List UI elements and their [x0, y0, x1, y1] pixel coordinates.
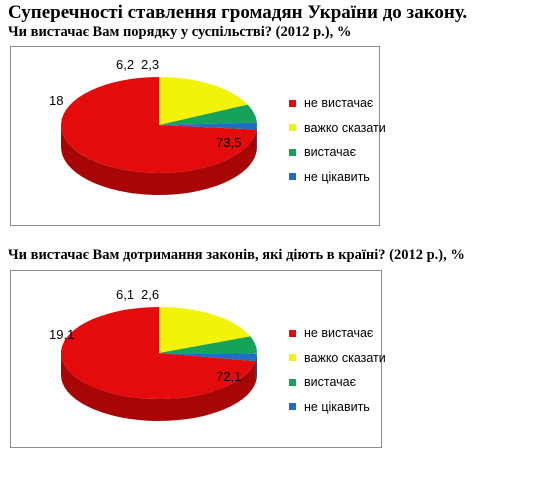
chart-2-pie: 72,1 19,1 6,1 2,6: [49, 287, 257, 421]
chart-2-data-label-vazhko-skazaty: 19,1: [49, 327, 74, 342]
chart-2-slice-ne-vystachaye: [61, 307, 256, 399]
chart-1-pie: 73,5 18 6,2 2,3: [49, 57, 257, 196]
chart-2-slice-vystachaye: [159, 336, 257, 354]
chart-1-legend-label-ne-tsikavyt: не цікавить: [304, 169, 370, 184]
chart-1-legend-swatch-ne-vystachaye: [289, 99, 296, 107]
chart-1-data-label-ne-tsikavyt: 2,3: [141, 57, 159, 72]
chart-2-legend-label-ne-vystachaye: не вистачає: [304, 326, 374, 341]
chart-2-slice-side-ne-tsikavyt: [255, 353, 257, 384]
chart-1-slice-ne-vystachaye: [61, 77, 257, 173]
chart-1-legend-swatch-vystachaye: [289, 148, 296, 156]
chart-2-slice-vazhko-skazaty: [159, 307, 251, 353]
chart-1-title: Чи вистачає Вам порядку у суспільстві? (…: [8, 24, 352, 40]
chart-2-legend-swatch-vazhko-skazaty: [289, 354, 296, 362]
chart-1-data-label-ne-vystachaye: 73,5: [216, 135, 241, 150]
chart-2-legend-label-ne-tsikavyt: не цікавить: [304, 399, 370, 414]
chart-2-data-label-ne-tsikavyt: 2,6: [141, 287, 159, 302]
chart-2-legend-swatch-ne-vystachaye: [289, 329, 296, 337]
chart-2-legend-item-vystachaye: вистачає: [289, 370, 386, 395]
chart-1-legend-label-vystachaye: вистачає: [304, 145, 356, 160]
chart-2-legend-item-vazhko-skazaty: важко сказати: [289, 346, 386, 371]
chart-1-legend-item-vystachaye: вистачає: [289, 140, 386, 165]
chart-1-legend-swatch-vazhko-skazaty: [289, 124, 296, 132]
chart-2-legend-label-vazhko-skazaty: важко сказати: [304, 350, 386, 365]
chart-2-legend-swatch-vystachaye: [289, 378, 296, 386]
chart-1-legend-label-ne-vystachaye: не вистачає: [304, 96, 374, 111]
chart-2-slice-side-ne-vystachaye: [61, 353, 256, 421]
chart-1-legend-item-ne-vystachaye: не вистачає: [289, 91, 386, 116]
chart-2-slice-ne-tsikavyt: [159, 353, 257, 362]
chart-2-panel: 72,1 19,1 6,1 2,6 не вистачає важко сказати в…: [10, 270, 386, 448]
chart-1-slice-side-ne-vystachaye: [61, 125, 257, 196]
chart-2-legend: не вистачає важко сказати вистачає не цікав…: [289, 321, 386, 419]
chart-1-panel: 73,5 18 6,2 2,3 не вистачає важко сказати вис…: [10, 46, 386, 226]
chart-2-title: Чи вистачає Вам дотримання законів, які …: [8, 247, 465, 263]
chart-1-slice-vystachaye: [159, 104, 257, 125]
chart-1-slice-ne-tsikavyt: [159, 122, 257, 130]
page-title: Суперечності ставлення громадян України …: [8, 2, 468, 23]
chart-1-legend-item-ne-tsikavyt: не цікавить: [289, 165, 386, 190]
chart-1-data-label-vazhko-skazaty: 18: [49, 93, 63, 108]
chart-1-slice-vazhko-skazaty: [159, 77, 248, 125]
chart-2-legend-swatch-ne-tsikavyt: [289, 403, 296, 411]
chart-1-legend-item-vazhko-skazaty: важко сказати: [289, 116, 386, 141]
chart-1-data-label-vystachaye: 6,2: [116, 57, 134, 72]
chart-1-legend-swatch-ne-tsikavyt: [289, 173, 296, 181]
chart-2-data-label-vystachaye: 6,1: [116, 287, 134, 302]
chart-2-legend-item-ne-vystachaye: не вистачає: [289, 321, 386, 346]
chart-2-legend-label-vystachaye: вистачає: [304, 375, 356, 390]
chart-1-legend: не вистачає важко сказати вистачає не цікав…: [289, 91, 386, 189]
chart-2-legend-item-ne-tsikavyt: не цікавить: [289, 395, 386, 420]
chart-1-legend-label-vazhko-skazaty: важко сказати: [304, 120, 386, 135]
chart-2-data-label-ne-vystachaye: 72,1: [216, 369, 241, 384]
